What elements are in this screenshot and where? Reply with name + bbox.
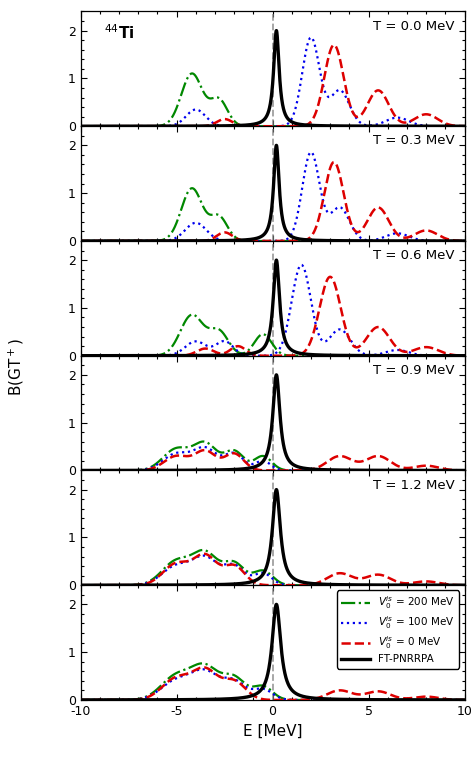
Text: B(GT$^+$): B(GT$^+$) [7, 338, 26, 396]
X-axis label: E [MeV]: E [MeV] [243, 724, 302, 738]
Text: T = 0.9 MeV: T = 0.9 MeV [374, 363, 455, 376]
Legend: $V_0^{is}$ = 200 MeV, $V_0^{is}$ = 100 MeV, $V_0^{is}$ = 0 MeV, FT-PNRRPA: $V_0^{is}$ = 200 MeV, $V_0^{is}$ = 100 M… [337, 591, 459, 669]
Text: T = 0.0 MeV: T = 0.0 MeV [374, 20, 455, 32]
Text: T = 1.5 MeV: T = 1.5 MeV [373, 594, 455, 606]
Text: T = 1.2 MeV: T = 1.2 MeV [373, 479, 455, 491]
Text: T = 0.3 MeV: T = 0.3 MeV [374, 135, 455, 147]
Text: T = 0.6 MeV: T = 0.6 MeV [374, 249, 455, 262]
Text: $^{44}$Ti: $^{44}$Ti [104, 23, 134, 41]
